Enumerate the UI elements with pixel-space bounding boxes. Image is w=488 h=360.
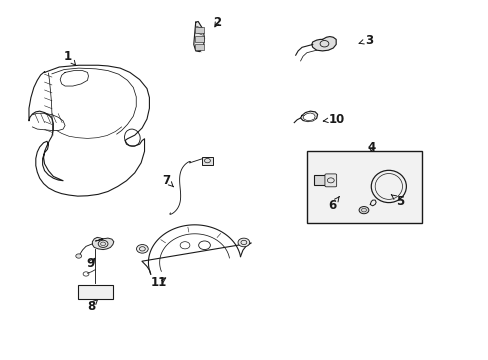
Text: 8: 8 (86, 300, 98, 313)
Circle shape (238, 238, 249, 247)
Text: 5: 5 (390, 195, 404, 208)
Text: 4: 4 (366, 141, 375, 154)
Polygon shape (311, 37, 335, 51)
FancyBboxPatch shape (194, 36, 203, 42)
FancyBboxPatch shape (194, 27, 203, 33)
Text: 6: 6 (327, 197, 339, 212)
FancyBboxPatch shape (194, 44, 203, 50)
FancyBboxPatch shape (313, 175, 325, 185)
Polygon shape (193, 22, 204, 51)
Text: 10: 10 (323, 113, 345, 126)
Text: 2: 2 (213, 16, 221, 29)
Circle shape (358, 207, 368, 214)
Text: 3: 3 (358, 33, 372, 47)
Polygon shape (92, 237, 114, 249)
Text: 7: 7 (162, 174, 173, 187)
Text: 1: 1 (64, 50, 76, 65)
Text: 11: 11 (151, 276, 167, 289)
Polygon shape (300, 111, 317, 122)
Polygon shape (303, 113, 315, 121)
FancyBboxPatch shape (325, 174, 336, 187)
FancyBboxPatch shape (78, 285, 113, 299)
FancyBboxPatch shape (306, 151, 421, 223)
Circle shape (76, 254, 81, 258)
Circle shape (136, 244, 148, 253)
Text: 9: 9 (86, 257, 95, 270)
FancyBboxPatch shape (202, 157, 212, 165)
